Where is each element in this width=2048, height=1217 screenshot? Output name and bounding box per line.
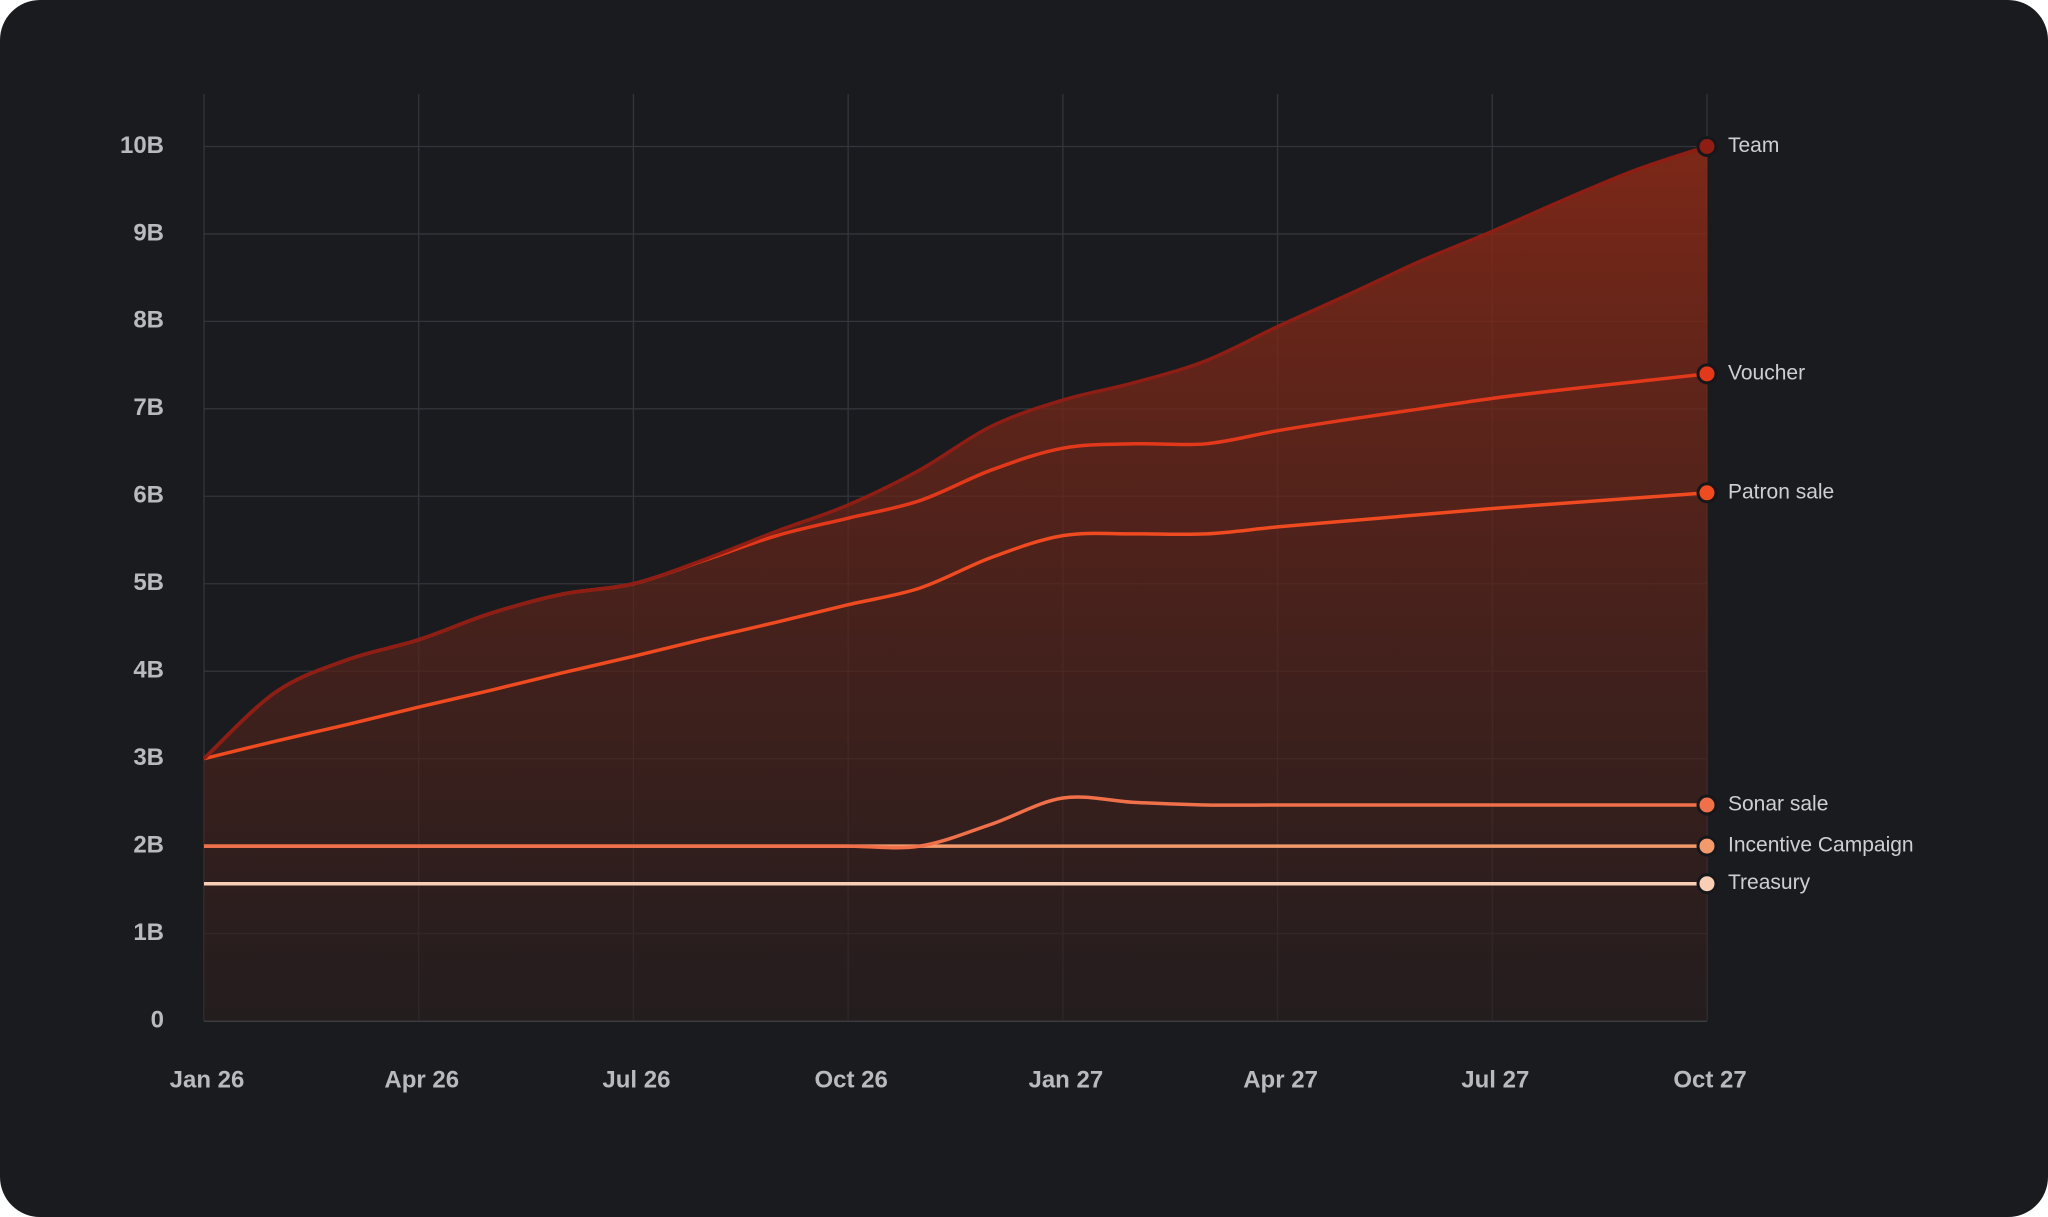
end-dot xyxy=(1696,873,1718,895)
end-dot xyxy=(1696,835,1718,857)
end-dot xyxy=(1696,794,1718,816)
y-tick-label: 4B xyxy=(133,657,164,684)
legend-label: Incentive Campaign xyxy=(1728,834,1914,857)
y-tick-label: 8B xyxy=(133,307,164,334)
y-tick-label: 7B xyxy=(133,394,164,421)
legend-label: Sonar sale xyxy=(1728,793,1828,816)
x-tick-label: Jul 27 xyxy=(1461,1066,1529,1093)
y-tick-label: 6B xyxy=(133,482,164,509)
series-line xyxy=(203,795,1707,850)
y-tick-label: 0 xyxy=(151,1006,164,1033)
y-tick-label: 1B xyxy=(133,919,164,946)
x-tick-label: Oct 27 xyxy=(1673,1066,1746,1093)
y-tick-label: 10B xyxy=(120,132,164,159)
end-dot xyxy=(1696,482,1718,504)
area xyxy=(204,146,1707,1022)
x-tick-label: Apr 27 xyxy=(1243,1066,1318,1093)
legend-label: Team xyxy=(1728,134,1779,157)
legend-label: Treasury xyxy=(1728,871,1811,894)
y-tick-label: 5B xyxy=(133,569,164,596)
legend-label: Voucher xyxy=(1728,361,1805,384)
y-tick-label: 2B xyxy=(133,831,164,858)
series-line xyxy=(203,491,1708,761)
end-dot xyxy=(1696,135,1718,157)
y-tick-label: 9B xyxy=(133,219,164,246)
end-dot xyxy=(1696,363,1718,385)
legend-label: Patron sale xyxy=(1728,480,1834,503)
x-tick-label: Apr 26 xyxy=(384,1066,459,1093)
x-tick-label: Jan 26 xyxy=(170,1066,245,1093)
series-line xyxy=(202,144,1708,760)
x-tick-label: Jan 27 xyxy=(1028,1066,1103,1093)
x-tick-label: Jul 26 xyxy=(602,1066,670,1093)
y-tick-label: 3B xyxy=(133,744,164,771)
x-tick-label: Oct 26 xyxy=(814,1066,887,1093)
